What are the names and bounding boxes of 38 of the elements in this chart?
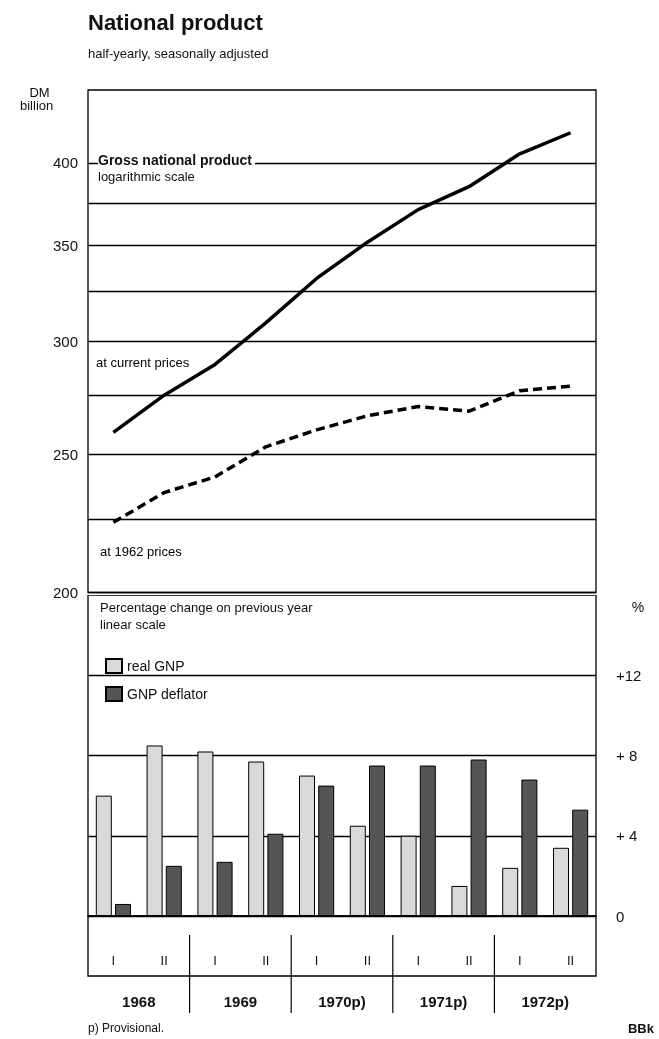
annotation: Gross national product [98, 152, 253, 168]
text: 1970p) [318, 992, 366, 1010]
y-tick-label: 350 [52, 237, 78, 255]
text: linear scale [100, 616, 166, 632]
y-tick-label: 0 [616, 907, 625, 925]
text: 1972p) [521, 992, 569, 1010]
x-tick-label: I [416, 953, 421, 968]
legend-label: GNP deflator [127, 686, 209, 702]
y-tick-label: 400 [52, 154, 78, 172]
x-tick-label: II [262, 953, 270, 968]
y-tick-label: 300 [52, 332, 78, 350]
y-tick-label: 200 [52, 584, 78, 601]
x-tick-label: I [213, 953, 217, 968]
x-tick-label: II [363, 953, 372, 968]
y-axis-title: % [631, 599, 645, 615]
x-tick-label: I [517, 953, 522, 968]
y-tick-label: + 8 [616, 747, 638, 764]
text: 1969 [223, 992, 258, 1010]
y-tick-label: 250 [52, 445, 78, 463]
y-tick-label: +12 [616, 666, 642, 684]
y-axis-title: DM billion [19, 85, 54, 113]
series-label: at current prices [96, 354, 190, 370]
x-tick-label: II [160, 953, 168, 968]
x-tick-label: I [314, 953, 319, 968]
chart-title: Percentage change on previous year [100, 599, 314, 615]
text: p) Provisional. [88, 1021, 165, 1035]
legend-label: real GNP [127, 658, 185, 674]
chart-subtitle: half-yearly, seasonally adjusted [88, 45, 269, 61]
text: BBk [627, 1020, 655, 1036]
chart-title: National product [88, 9, 264, 35]
series-label: at 1962 prices [100, 543, 183, 559]
text: 1971p) [419, 992, 468, 1010]
text: 1968 [122, 992, 156, 1010]
y-tick-label: + 4 [616, 827, 638, 845]
x-tick-label: II [465, 953, 473, 968]
x-tick-label: II [566, 953, 575, 968]
annotation: logarithmic scale [98, 168, 195, 184]
x-tick-label: I [111, 953, 116, 968]
